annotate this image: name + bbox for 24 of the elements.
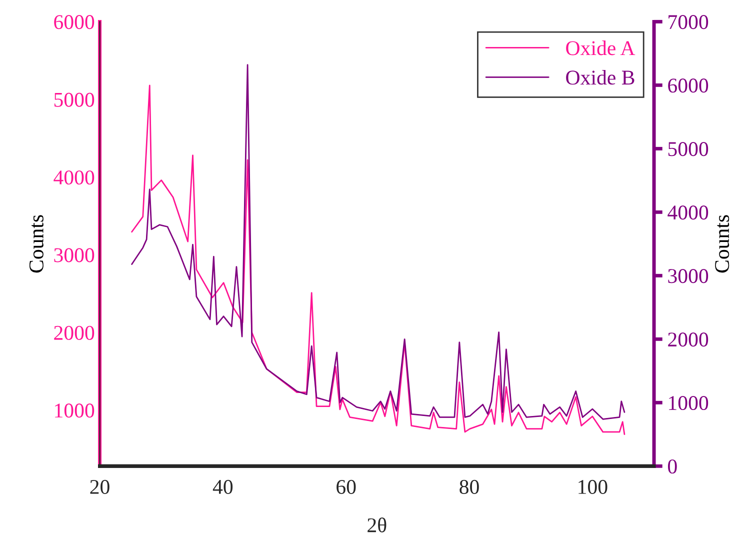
y-tick-label: 1000 [55,404,94,418]
y2-tick-label: 1000 [669,396,708,410]
y2-tick-label: 2000 [668,332,708,347]
x-tick-label: 80 [460,480,479,494]
y2-axis-title: Counts [715,215,730,273]
y-axis-title: Counts [29,215,44,273]
y2-tick-label: 3000 [668,269,708,284]
x-tick-label: 20 [90,480,110,494]
y-tick-label: 6000 [54,15,94,30]
x-tick-label: 40 [212,480,233,494]
y2-tick-label: 0 [668,459,677,474]
y2-tick-label: 5000 [668,142,708,156]
y-tick-label: 4000 [54,170,94,185]
y2-tick-label: 6000 [668,78,708,93]
y-tick-label: 3000 [54,248,94,262]
y2-tick-label: 4000 [668,206,708,220]
y2-tick-label: 7000 [668,15,708,30]
x-tick-label: 60 [336,480,356,494]
legend-label: Oxide A [566,40,636,56]
y-tick-label: 2000 [54,326,94,340]
y-tick-label: 5000 [54,92,94,107]
legend-label: Oxide B [566,70,634,85]
x-axis-title: 2θ [368,518,386,532]
x-tick-label: 100 [578,480,608,494]
